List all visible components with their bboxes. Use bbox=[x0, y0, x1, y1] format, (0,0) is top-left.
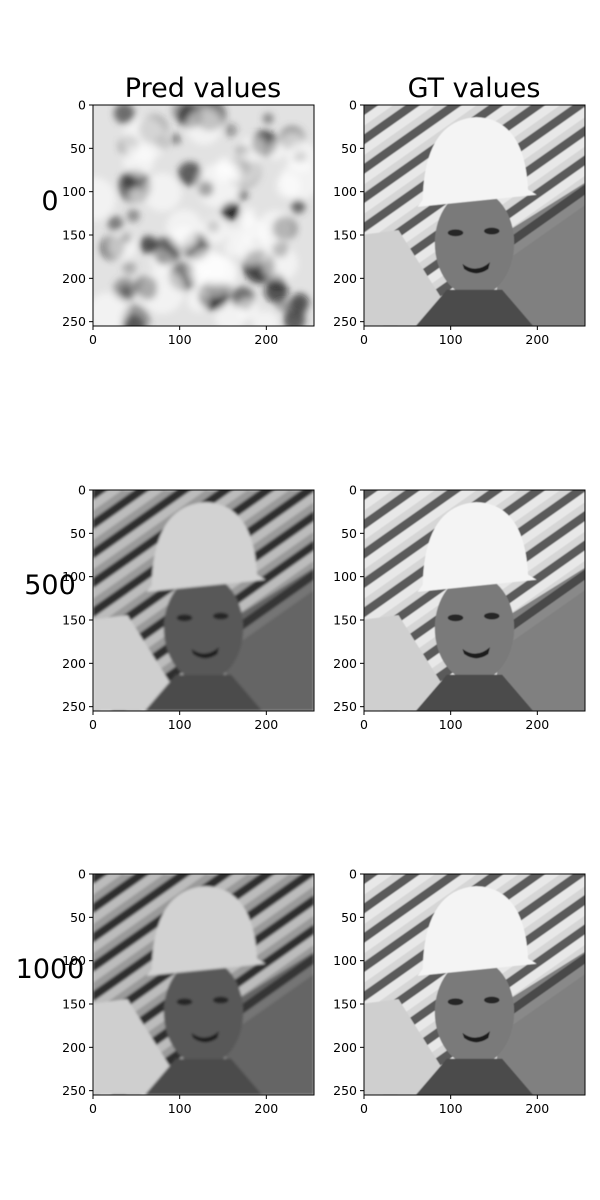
panel-r0-c0-xtick-label: 0 bbox=[89, 332, 97, 347]
panel-r0-c1-ytick-label: 200 bbox=[333, 271, 357, 286]
row-label-0: 0 bbox=[41, 186, 58, 217]
panel-r0-c0-xtick-label: 100 bbox=[168, 332, 192, 347]
panel-r0-c1-ytick-label: 50 bbox=[341, 141, 357, 156]
panel-r1-c0-xtick-label: 0 bbox=[89, 717, 97, 732]
panel-r1-c1-ytick-label: 150 bbox=[333, 613, 357, 628]
panel-r0-c0-frame bbox=[92, 104, 315, 327]
panel-r1-c0-ytick-label: 0 bbox=[78, 483, 86, 498]
panel-r1-c1-ytick-label: 0 bbox=[349, 483, 357, 498]
panel-r0-c1-ytick-label: 150 bbox=[333, 228, 357, 243]
panel-r1-c1-ytick-label: 200 bbox=[333, 656, 357, 671]
panel-r1-c0-ytick-label: 200 bbox=[62, 656, 86, 671]
panel-r2-c0-frame bbox=[92, 873, 315, 1096]
row-label-1000: 1000 bbox=[16, 954, 85, 985]
panel-r2-c1-xtick-label: 0 bbox=[360, 1101, 368, 1116]
column-title-pred: Pred values bbox=[125, 73, 281, 104]
row-label-500: 500 bbox=[24, 570, 76, 601]
panel-r2-c0-image bbox=[93, 874, 314, 1095]
panel-r1-c1-xtick-label: 200 bbox=[525, 717, 549, 732]
panel-r0-c0-ytick-label: 250 bbox=[62, 314, 86, 329]
panel-r0-c0-ytick-label: 150 bbox=[62, 228, 86, 243]
panel-r2-c1-ytick-label: 0 bbox=[349, 867, 357, 882]
panel-r0-c1: 0 100 200 0 50 100 150 200 250 bbox=[333, 98, 586, 347]
panel-r2-c0-ytick-label: 100 bbox=[62, 953, 86, 968]
panel-r0-c0-image bbox=[93, 105, 314, 326]
panel-r1-c1: 0 100 200 0 50 100 150 200 250 bbox=[333, 483, 586, 732]
panel-r2-c0-xtick-label: 100 bbox=[168, 1101, 192, 1116]
panel-r0-c0-ytick-label: 100 bbox=[62, 184, 86, 199]
panel-r0-c1-frame bbox=[363, 104, 586, 327]
panel-r0-c1-xtick-label: 0 bbox=[360, 332, 368, 347]
panel-r1-c0-ytick-label: 50 bbox=[70, 526, 86, 541]
panel-r1-c1-xtick-label: 0 bbox=[360, 717, 368, 732]
panel-r0-c0: 0 100 200 0 50 100 150 200 250 bbox=[62, 98, 315, 347]
panel-r2-c1-xtick-label: 200 bbox=[525, 1101, 549, 1116]
panel-r2-c0-ytick-label: 150 bbox=[62, 997, 86, 1012]
panel-r2-c1-ytick-label: 200 bbox=[333, 1040, 357, 1055]
panel-r2-c0-ytick-label: 0 bbox=[78, 867, 86, 882]
panel-r0-c1-xtick-label: 100 bbox=[439, 332, 463, 347]
panel-r1-c0-frame bbox=[92, 489, 315, 712]
panel-r1-c0-ytick-label: 250 bbox=[62, 699, 86, 714]
panel-r1-c1-image bbox=[364, 490, 585, 711]
panel-r2-c0-ytick-label: 200 bbox=[62, 1040, 86, 1055]
panel-r0-c1-ytick-label: 0 bbox=[349, 98, 357, 113]
panel-r2-c1: 0 100 200 0 50 100 150 200 250 bbox=[333, 867, 586, 1116]
panel-r2-c0-ytick-label: 250 bbox=[62, 1083, 86, 1098]
panel-r0-c1-xtick-label: 200 bbox=[525, 332, 549, 347]
panel-r2-c0-ytick-label: 50 bbox=[70, 910, 86, 925]
panel-r0-c0-xtick-label: 200 bbox=[254, 332, 278, 347]
panel-r2-c0: 0 100 200 0 50 100 150 200 250 bbox=[62, 867, 315, 1116]
panel-r1-c0-xtick-label: 100 bbox=[168, 717, 192, 732]
panel-r0-c0-ytick-label: 50 bbox=[70, 141, 86, 156]
panel-r1-c1-frame bbox=[363, 489, 586, 712]
panel-r1-c1-ytick-label: 50 bbox=[341, 526, 357, 541]
panel-r2-c1-xtick-label: 100 bbox=[439, 1101, 463, 1116]
panel-r2-c1-ytick-label: 250 bbox=[333, 1083, 357, 1098]
column-title-gt: GT values bbox=[408, 73, 541, 104]
panel-r2-c1-ytick-label: 50 bbox=[341, 910, 357, 925]
panel-r2-c1-ytick-label: 100 bbox=[333, 953, 357, 968]
panel-r1-c1-ytick-label: 100 bbox=[333, 569, 357, 584]
panel-r1-c0-image bbox=[93, 490, 314, 711]
panel-r2-c0-xtick-label: 200 bbox=[254, 1101, 278, 1116]
panel-r2-c1-frame bbox=[363, 873, 586, 1096]
panel-r2-c0-xtick-label: 0 bbox=[89, 1101, 97, 1116]
panel-r0-c0-ytick-label: 0 bbox=[78, 98, 86, 113]
panel-r2-c1-image bbox=[364, 874, 585, 1095]
panel-r1-c0: 0 100 200 0 50 100 150 200 250 bbox=[62, 483, 315, 732]
panel-r0-c1-ytick-label: 250 bbox=[333, 314, 357, 329]
panel-r1-c0-ytick-label: 100 bbox=[62, 569, 86, 584]
panel-r2-c1-ytick-label: 150 bbox=[333, 997, 357, 1012]
panel-r1-c0-xtick-label: 200 bbox=[254, 717, 278, 732]
panel-r0-c1-image bbox=[364, 105, 585, 326]
panel-r0-c0-ytick-label: 200 bbox=[62, 271, 86, 286]
panel-r1-c1-xtick-label: 100 bbox=[439, 717, 463, 732]
panel-r0-c1-ytick-label: 100 bbox=[333, 184, 357, 199]
panel-r1-c1-ytick-label: 250 bbox=[333, 699, 357, 714]
panel-r1-c0-ytick-label: 150 bbox=[62, 613, 86, 628]
